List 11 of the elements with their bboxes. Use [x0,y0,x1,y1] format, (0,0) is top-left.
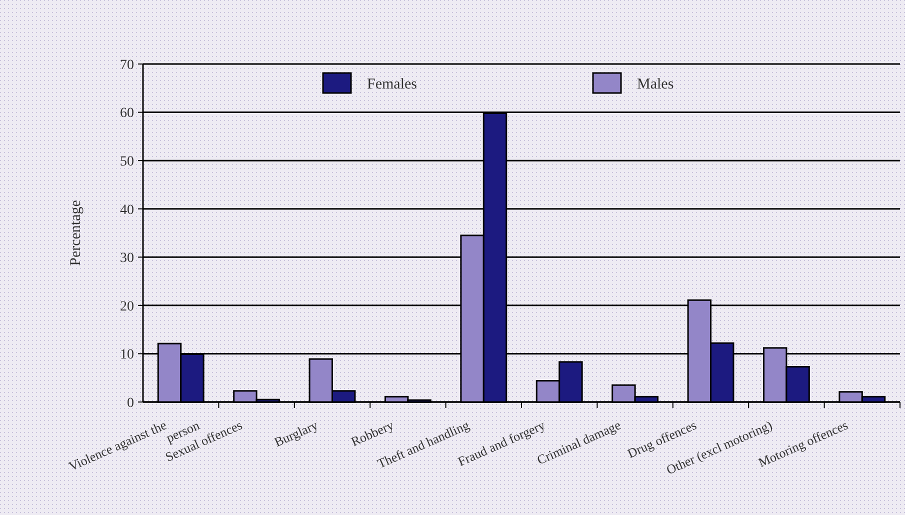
legend-label: Females [367,76,418,92]
legend-label: Males [637,76,674,92]
y-tick-label: 30 [120,251,134,266]
y-tick-label: 60 [120,106,134,122]
y-tick-label: 40 [120,202,134,218]
y-tick-label: 10 [120,348,134,363]
y-tick-label: 50 [120,154,134,170]
y-tick-label: 20 [120,299,134,314]
y-tick-label: 0 [127,396,134,411]
y-tick-label: 70 [120,58,134,73]
y-axis-title: Percentage [68,200,84,266]
